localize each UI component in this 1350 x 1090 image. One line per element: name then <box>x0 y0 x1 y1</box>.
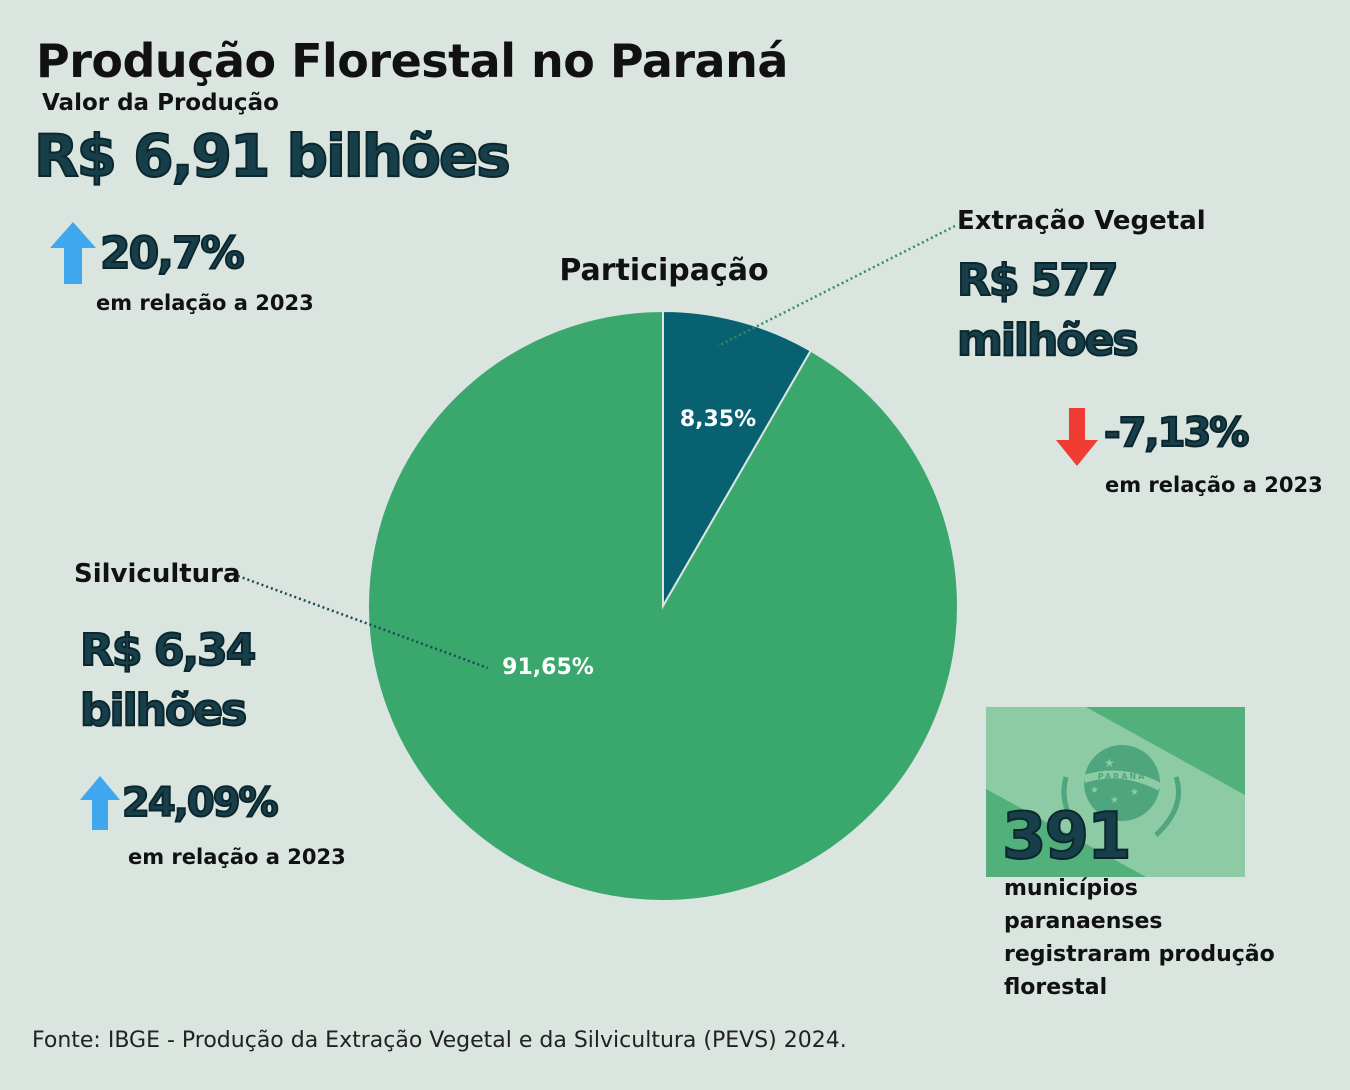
page-title: Produção Florestal no Paraná <box>36 34 788 88</box>
svg-text:★: ★ <box>1090 785 1099 796</box>
pie-label-extracao: 8,35% <box>680 407 756 432</box>
pie-slice-silvicultura <box>367 309 959 902</box>
pie-chart: Participação 8,35% 91,65% <box>237 224 959 902</box>
municipios-count: 391 <box>1001 799 1133 875</box>
pie-label-silvicultura: 91,65% <box>502 655 594 680</box>
silvicultura-value-line1: R$ 6,34 <box>79 624 257 677</box>
municipios-text: municípios paranaenses registraram produ… <box>1004 876 1275 1000</box>
extracao-leader-line <box>717 224 956 348</box>
total-change: 20,7% <box>99 227 246 280</box>
svg-text:★: ★ <box>1110 795 1119 806</box>
svg-text:★: ★ <box>1130 787 1139 798</box>
extracao-value-line1: R$ 577 <box>956 254 1120 307</box>
arrow-down-icon <box>1056 408 1098 466</box>
total-change-note: em relação a 2023 <box>96 291 314 315</box>
silvicultura-label: Silvicultura <box>74 559 241 589</box>
svg-text:★: ★ <box>1104 756 1115 770</box>
arrow-up-icon <box>80 776 120 830</box>
arrow-up-icon <box>50 222 96 284</box>
silvicultura-change: 24,09% <box>121 779 280 827</box>
source-note: Fonte: IBGE - Produção da Extração Veget… <box>32 1028 847 1053</box>
silvicultura-leader-line <box>237 574 489 670</box>
silvicultura-value-line2: bilhões <box>79 684 248 737</box>
extracao-change: -7,13% <box>1103 409 1250 457</box>
extracao-change-note: em relação a 2023 <box>1105 473 1323 497</box>
chart-title: Participação <box>559 253 768 288</box>
silvicultura-change-note: em relação a 2023 <box>128 845 346 869</box>
parana-flag: PARANÁ ★ ★ ★ ★ <box>986 707 1245 877</box>
page-subtitle: Valor da Produção <box>42 90 279 116</box>
flag-text: PARANÁ <box>1098 770 1147 781</box>
extracao-label: Extração Vegetal <box>957 206 1206 236</box>
total-value: R$ 6,91 bilhões <box>33 121 512 191</box>
extracao-value-line2: milhões <box>956 314 1140 367</box>
pie-slice-extracao <box>662 309 813 610</box>
